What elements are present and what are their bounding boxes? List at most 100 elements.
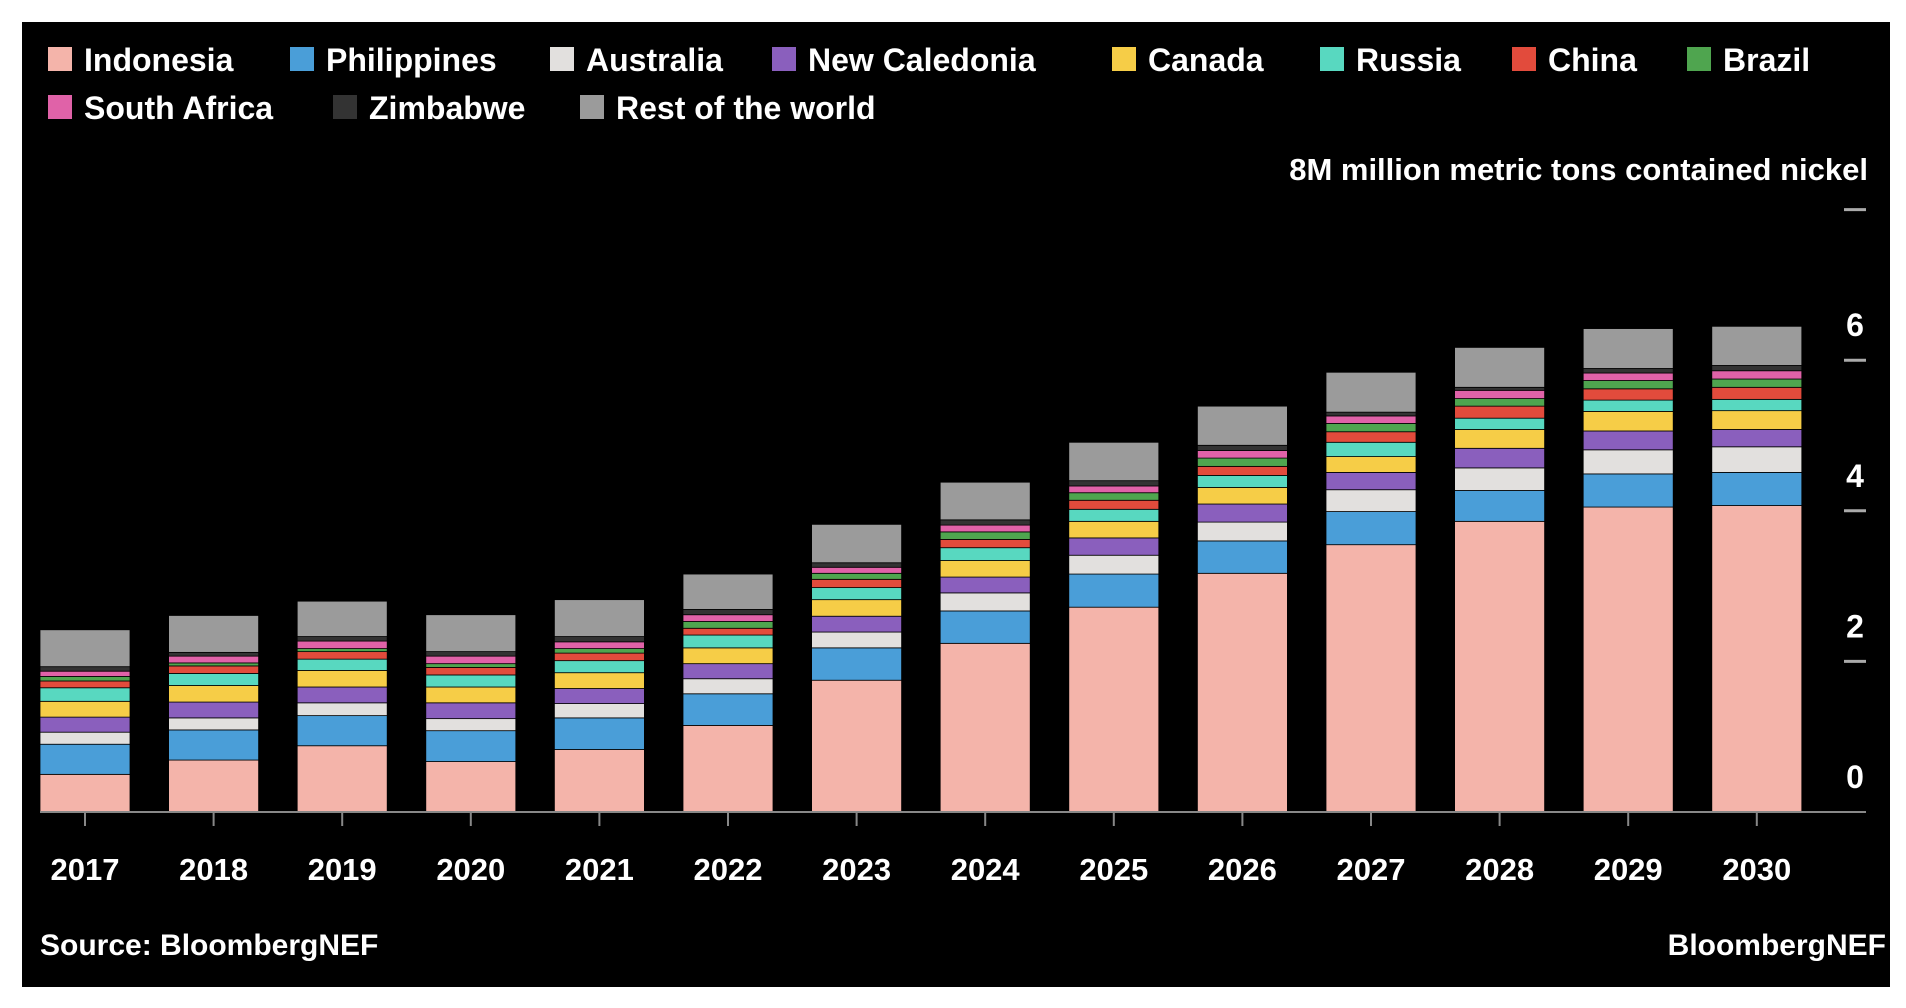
bar-segment-australia bbox=[296, 702, 388, 717]
axes: 2017 2018 2019 2020 2021 2022 2023 2024 2025 2026… bbox=[40, 208, 1866, 887]
bar-segment-philippines bbox=[1197, 540, 1288, 574]
bar-segment-china bbox=[1325, 431, 1417, 443]
x-tick-label: 2024 bbox=[951, 852, 1021, 887]
bar-segment-new-caledonia bbox=[1454, 447, 1545, 469]
bar-segment-canada bbox=[811, 599, 902, 617]
bar-stack-2028 bbox=[1454, 346, 1545, 813]
bar-segment-china bbox=[1711, 386, 1803, 400]
bar-segment-russia bbox=[939, 547, 1031, 561]
bar-segment-new-caledonia bbox=[296, 686, 388, 704]
bar-segment-south-africa bbox=[296, 640, 388, 649]
bar-stack-2023 bbox=[811, 523, 902, 813]
x-tick-label: 2030 bbox=[1722, 852, 1791, 887]
bar-segment-philippines bbox=[811, 647, 902, 681]
bar-segment-brazil bbox=[296, 648, 388, 653]
bar-segment-canada bbox=[1711, 410, 1803, 430]
x-tick-label: 2026 bbox=[1208, 852, 1277, 887]
bar-segment-new-caledonia bbox=[1325, 471, 1417, 491]
bar-segment-china bbox=[682, 627, 774, 636]
bar-segment-zimbabwe bbox=[811, 562, 902, 568]
legend-item: Indonesia bbox=[48, 42, 234, 78]
legend-item: Russia bbox=[1320, 42, 1461, 78]
bar-segment-australia bbox=[1068, 554, 1160, 575]
bar-segment-rest-of-the-world bbox=[682, 573, 774, 610]
bar-segment-indonesia bbox=[296, 745, 388, 813]
x-tick-label: 2019 bbox=[308, 852, 377, 887]
bar-segment-south-africa bbox=[682, 614, 774, 622]
bar-segment-rest-of-the-world bbox=[1197, 405, 1288, 446]
bar-segment-china bbox=[39, 680, 131, 689]
bar-segment-rest-of-the-world bbox=[296, 600, 388, 637]
bar-segment-canada bbox=[425, 686, 517, 704]
bar-segment-rest-of-the-world bbox=[811, 523, 902, 564]
bar-stack-2027 bbox=[1325, 371, 1417, 813]
legend-swatch bbox=[1112, 47, 1136, 71]
bar-segment-indonesia bbox=[1068, 606, 1160, 813]
bar-segment-zimbabwe bbox=[1711, 365, 1803, 372]
bar-segment-indonesia bbox=[168, 759, 260, 813]
y-tick-label: 0 bbox=[1846, 759, 1864, 795]
legend-swatch bbox=[772, 47, 796, 71]
legend-label: Philippines bbox=[326, 42, 497, 78]
x-tick-label: 2020 bbox=[436, 852, 505, 887]
bar-segment-south-africa bbox=[39, 670, 131, 677]
bar-segment-zimbabwe bbox=[1197, 444, 1288, 451]
bar-segment-south-africa bbox=[168, 655, 260, 664]
bar-segment-canada bbox=[1582, 411, 1674, 432]
bar-segment-south-africa bbox=[939, 524, 1031, 533]
legend-label: Indonesia bbox=[84, 42, 234, 78]
bar-segment-russia bbox=[1711, 398, 1803, 412]
legend-item: Australia bbox=[550, 42, 723, 78]
legend-label: South Africa bbox=[84, 90, 273, 126]
bar-segment-canada bbox=[939, 560, 1031, 578]
bars bbox=[39, 325, 1803, 813]
bar-stack-2021 bbox=[554, 599, 645, 813]
bar-segment-australia bbox=[554, 703, 645, 719]
legend-swatch bbox=[550, 47, 574, 71]
bar-segment-new-caledonia bbox=[1068, 537, 1160, 556]
bar-stack-2030 bbox=[1711, 325, 1803, 813]
bar-segment-australia bbox=[811, 631, 902, 649]
legend-swatch bbox=[580, 95, 604, 119]
legend-label: Zimbabwe bbox=[369, 90, 525, 126]
bar-segment-russia bbox=[554, 660, 645, 674]
bar-segment-china bbox=[1454, 405, 1545, 419]
bar-stack-2019 bbox=[296, 600, 388, 813]
bar-segment-zimbabwe bbox=[1325, 411, 1417, 417]
bar-segment-canada bbox=[39, 700, 131, 718]
bar-segment-south-africa bbox=[1711, 370, 1803, 380]
legend-item: Brazil bbox=[1687, 42, 1810, 78]
x-tick-label: 2029 bbox=[1594, 852, 1663, 887]
x-tick-label: 2022 bbox=[694, 852, 763, 887]
bar-segment-zimbabwe bbox=[1454, 386, 1545, 391]
bar-segment-australia bbox=[682, 678, 774, 695]
bar-segment-rest-of-the-world bbox=[1068, 441, 1160, 482]
bar-segment-canada bbox=[554, 672, 645, 689]
bar-segment-china bbox=[168, 665, 260, 674]
bar-segment-south-africa bbox=[554, 641, 645, 649]
bar-segment-indonesia bbox=[1454, 520, 1545, 813]
bar-segment-russia bbox=[296, 658, 388, 671]
bar-segment-brazil bbox=[168, 662, 260, 667]
bar-segment-brazil bbox=[682, 621, 774, 629]
bar-segment-new-caledonia bbox=[1711, 429, 1803, 448]
unit-label: 8M million metric tons contained nickel bbox=[1289, 152, 1868, 187]
bar-segment-philippines bbox=[296, 715, 388, 747]
bar-segment-new-caledonia bbox=[1582, 430, 1674, 451]
bar-segment-china bbox=[939, 539, 1031, 549]
bar-segment-australia bbox=[425, 718, 517, 732]
bar-stack-2020 bbox=[425, 614, 517, 813]
bar-segment-russia bbox=[1068, 508, 1160, 522]
bar-segment-south-africa bbox=[1454, 389, 1545, 400]
bar-segment-zimbabwe bbox=[1068, 480, 1160, 487]
bar-segment-brazil bbox=[1454, 398, 1545, 407]
x-tick-label: 2023 bbox=[822, 852, 891, 887]
bar-segment-indonesia bbox=[554, 749, 645, 813]
legend-label: China bbox=[1548, 42, 1637, 78]
bar-segment-south-africa bbox=[425, 655, 517, 665]
bar-segment-new-caledonia bbox=[39, 716, 131, 733]
bar-segment-russia bbox=[425, 674, 517, 688]
legend-swatch bbox=[1320, 47, 1344, 71]
bar-stack-2022 bbox=[682, 573, 774, 813]
bar-segment-zimbabwe bbox=[425, 651, 517, 657]
